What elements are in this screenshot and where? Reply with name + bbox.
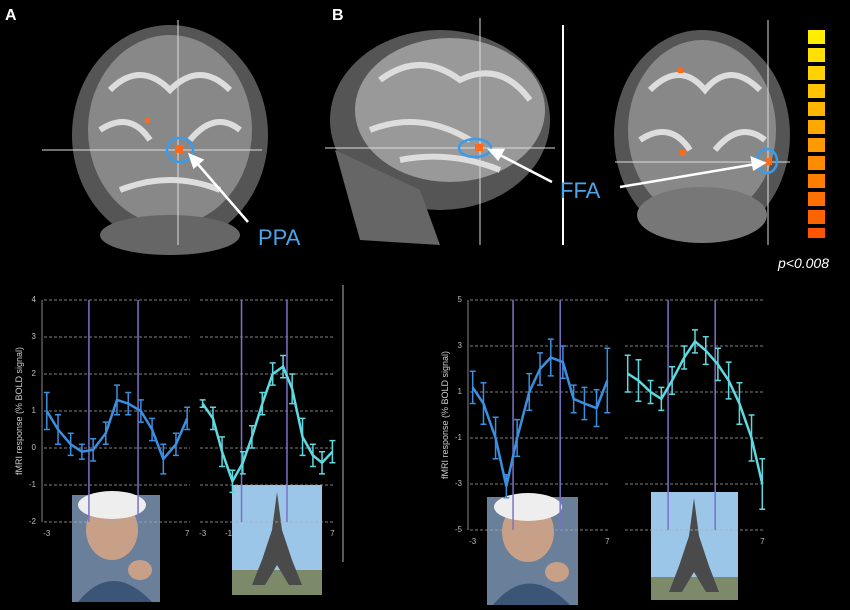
arrows [187, 148, 767, 223]
threshold-label: p<0.008 [777, 255, 829, 271]
x-tick-label: -3 [469, 537, 477, 546]
brain-coronal-b [614, 20, 790, 245]
x-tick-label: 7 [330, 529, 335, 538]
x-tick-label: -3 [199, 529, 207, 538]
region-label: PPA [258, 225, 301, 250]
line-chart: 7 [624, 299, 766, 546]
y-tick-label: -2 [29, 517, 37, 526]
y-tick-label: -5 [455, 525, 463, 534]
error-bar [624, 354, 631, 393]
data-line [471, 356, 609, 487]
region-label: FFA [560, 178, 601, 203]
x-tick-label: 7 [760, 537, 765, 546]
error-bar [329, 439, 336, 464]
y-tick-label: 4 [32, 295, 37, 304]
y-tick-label: -1 [29, 480, 37, 489]
y-tick-label: 3 [458, 341, 463, 350]
line-chart: -5 -3 -1 1 3 5 fMRI response (% BOLD signal) -3… [440, 295, 611, 546]
error-bar [469, 370, 476, 405]
face-picture [487, 493, 578, 605]
y-tick-label: 5 [458, 295, 463, 304]
error-bar [604, 347, 611, 414]
line-chart: -2 -1 0 1 2 3 4 fMRI response (% BOLD signal) -3… [14, 295, 191, 538]
x-tick-label: -1 [225, 529, 233, 538]
x-tick-label: 7 [185, 529, 190, 538]
data-line [201, 364, 334, 485]
y-tick-label: 0 [32, 443, 37, 452]
face-picture [72, 491, 160, 602]
y-tick-label: 1 [458, 387, 463, 396]
y-tick-label: 2 [32, 369, 37, 378]
data-line [45, 398, 189, 462]
y-axis-label: fMRI response (% BOLD signal) [440, 351, 450, 479]
y-tick-label: 1 [32, 406, 37, 415]
brain-sagittal-b [325, 18, 564, 245]
y-tick-label: -1 [455, 433, 463, 442]
x-tick-label: 7 [605, 537, 610, 546]
tower-picture [232, 485, 322, 595]
tower-picture [651, 492, 738, 600]
line-chart: -3 -1 7 [199, 299, 336, 538]
error-bar [759, 457, 766, 511]
x-tick-label: -3 [43, 529, 51, 538]
y-tick-label: -3 [455, 479, 463, 488]
y-axis-label: fMRI response (% BOLD signal) [14, 347, 24, 475]
panel-label: A [5, 7, 17, 24]
color-scale [808, 30, 825, 238]
y-tick-label: 3 [32, 332, 37, 341]
data-line [627, 339, 764, 485]
panel-label: B [332, 7, 344, 24]
